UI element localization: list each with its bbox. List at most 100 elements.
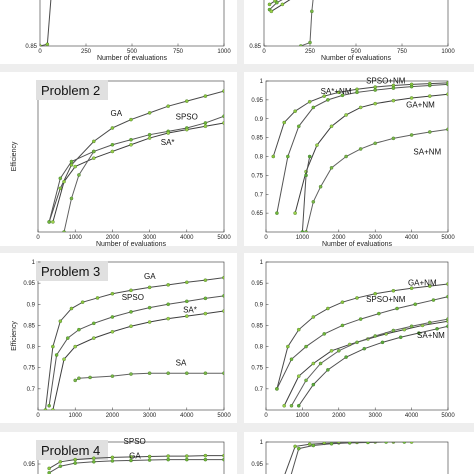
data-point xyxy=(129,143,133,147)
data-point xyxy=(129,288,133,293)
data-point xyxy=(166,316,170,321)
data-point xyxy=(355,90,359,95)
data-point xyxy=(311,361,316,366)
data-point xyxy=(166,283,170,287)
series-label: GA xyxy=(44,0,56,1)
data-point xyxy=(282,404,286,408)
data-point xyxy=(203,457,208,462)
data-point xyxy=(304,230,308,232)
data-point xyxy=(271,154,276,159)
data-point xyxy=(58,319,63,323)
data-point xyxy=(110,459,115,463)
series-group xyxy=(47,453,224,474)
data-point xyxy=(222,453,224,458)
data-point xyxy=(147,320,152,324)
x-tick-label: 5000 xyxy=(217,413,231,419)
x-tick-label: 750 xyxy=(397,49,408,55)
y-tick-label: 1 xyxy=(260,440,264,446)
y-tick-label: 0.85 xyxy=(251,136,263,142)
data-point xyxy=(297,446,301,451)
panel-title: Problem 3 xyxy=(41,264,100,279)
data-point xyxy=(203,121,208,125)
data-point xyxy=(51,408,55,410)
series-label: SPSO+NM xyxy=(366,77,406,86)
data-point xyxy=(203,453,208,458)
data-point xyxy=(47,220,51,224)
data-point xyxy=(402,442,407,444)
panel-background xyxy=(244,432,474,474)
data-point xyxy=(380,340,385,345)
data-point xyxy=(110,143,115,147)
chart-panel-row1-right: 0 250 500 750 1000 0.85 Number of evaluations xyxy=(244,0,474,64)
y-tick-label: 0.9 xyxy=(27,302,36,308)
y-tick-label: 0.75 xyxy=(251,173,263,179)
data-point xyxy=(92,321,96,326)
data-point xyxy=(110,455,115,460)
data-point xyxy=(92,156,96,160)
data-point xyxy=(428,320,432,325)
data-point xyxy=(289,357,294,362)
data-point xyxy=(275,0,279,5)
y-tick-label: 0.85 xyxy=(251,323,263,329)
series-line xyxy=(276,283,448,389)
data-point xyxy=(147,285,152,290)
data-point xyxy=(329,349,334,353)
data-point xyxy=(318,361,323,366)
y-tick-label: 1 xyxy=(260,79,264,85)
series-group xyxy=(284,442,414,474)
y-tick-label: 0.95 xyxy=(23,462,35,468)
series-line xyxy=(298,325,448,407)
series-label: SPSO xyxy=(122,293,144,302)
x-tick-label: 5000 xyxy=(441,235,455,241)
data-point xyxy=(304,344,308,349)
data-point xyxy=(185,280,189,285)
x-tick-label: 0 xyxy=(264,413,268,419)
panel-background xyxy=(244,253,474,423)
data-point xyxy=(329,124,334,129)
series-label: SA* xyxy=(183,306,197,315)
data-point xyxy=(40,44,42,46)
data-point xyxy=(446,324,448,329)
x-tick-label: 3000 xyxy=(369,235,383,241)
series-group xyxy=(267,0,314,46)
data-point xyxy=(377,311,381,316)
data-point xyxy=(409,84,414,89)
data-point xyxy=(129,324,133,329)
data-point xyxy=(166,302,170,307)
panel-background xyxy=(244,72,474,246)
series-line xyxy=(300,0,314,46)
panel-title: Problem 4 xyxy=(41,443,100,458)
x-tick-label: 2000 xyxy=(106,413,120,419)
y-tick-label: 0.95 xyxy=(251,281,263,287)
data-point xyxy=(435,327,439,331)
x-tick-label: 250 xyxy=(305,49,316,55)
data-point xyxy=(409,96,414,100)
series-line xyxy=(63,151,95,232)
data-point xyxy=(77,327,81,332)
data-point xyxy=(355,340,359,345)
data-point xyxy=(355,87,359,92)
data-point xyxy=(355,296,359,300)
data-point xyxy=(222,114,224,118)
y-tick-label: 1 xyxy=(260,260,264,266)
data-point xyxy=(409,286,414,290)
data-point xyxy=(222,309,224,313)
data-point xyxy=(275,387,279,391)
data-point xyxy=(62,179,66,184)
axes-box xyxy=(37,261,225,411)
data-point xyxy=(51,220,55,224)
x-tick-label: 5000 xyxy=(441,413,455,419)
data-point xyxy=(203,371,208,375)
data-point xyxy=(428,83,432,88)
data-point xyxy=(222,275,224,280)
panel-background xyxy=(0,432,237,474)
chart-panel-row2-right: 0 1000 2000 3000 4000 5000 0.65 0.7 0.75 0.8 0.85 0… xyxy=(244,72,474,248)
data-point xyxy=(329,166,334,170)
data-point xyxy=(203,278,208,282)
y-tick-label: 0.7 xyxy=(255,387,264,393)
data-point xyxy=(51,344,55,349)
data-point xyxy=(297,404,301,408)
data-point xyxy=(347,442,352,445)
data-point xyxy=(326,306,330,311)
x-tick-label: 0 xyxy=(38,49,42,55)
